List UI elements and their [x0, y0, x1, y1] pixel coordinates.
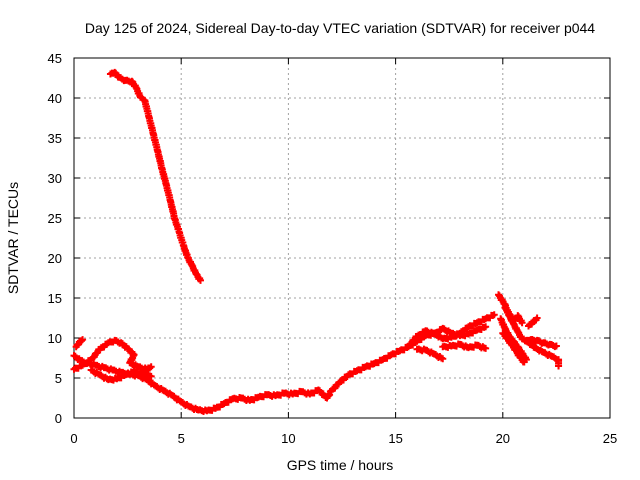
data-point-trail [141, 98, 153, 120]
data-point-trail [500, 330, 510, 342]
x-tick-label: 5 [178, 431, 185, 446]
data-point-trail [550, 353, 561, 364]
data-point-trail [112, 69, 122, 81]
x-tick-label: 15 [388, 431, 402, 446]
data-point [518, 319, 526, 327]
y-tick-label: 0 [55, 411, 62, 426]
data-point [555, 362, 563, 370]
y-axis-label: SDTVAR / TECUs [5, 182, 21, 294]
data-point-trail [144, 364, 154, 372]
data-point-trail [118, 340, 130, 351]
y-tick-label: 15 [48, 291, 62, 306]
data-point [533, 314, 541, 322]
x-tick-label: 20 [496, 431, 510, 446]
x-tick-label: 10 [281, 431, 295, 446]
y-tick-label: 30 [48, 171, 62, 186]
data-series [70, 68, 563, 416]
series-pass-g [413, 345, 447, 363]
x-axis-label: GPS time / hours [287, 457, 394, 473]
x-tick-label: 25 [603, 431, 617, 446]
y-tick-label: 20 [48, 251, 62, 266]
data-point [490, 311, 498, 319]
series-pass-k [499, 329, 528, 366]
x-tick-label: 0 [70, 431, 77, 446]
data-point [552, 342, 560, 350]
data-point [196, 276, 204, 284]
y-tick-label: 35 [48, 131, 62, 146]
data-point-trail [329, 380, 343, 393]
data-point-trail [106, 338, 117, 346]
data-point [79, 336, 87, 344]
data-point-trail [517, 354, 527, 366]
data-point [520, 358, 528, 366]
data-point-trail [145, 115, 157, 137]
series-pass-b [70, 336, 155, 373]
y-tick-label: 40 [48, 91, 62, 106]
data-point-trail [163, 182, 174, 204]
data-point-trail [170, 392, 184, 405]
data-point-trail [97, 340, 111, 352]
plot-frame [73, 57, 611, 419]
data-point-trail [73, 340, 83, 349]
series-pass-f [404, 323, 490, 350]
data-point-trail [138, 94, 147, 104]
data-point [482, 323, 490, 331]
series-pass-d [72, 336, 87, 351]
data-point-trail [144, 376, 158, 389]
data-point-trail [117, 74, 128, 85]
series-pass-n [522, 336, 563, 370]
y-tick-label: 25 [48, 211, 62, 226]
data-point-trail [337, 373, 351, 385]
series-pass-l [501, 304, 526, 327]
data-point-trail [530, 316, 540, 325]
data-point-trail [76, 337, 86, 345]
data-point-trail [520, 335, 529, 345]
series-pass-e [106, 68, 204, 284]
series-pass-c [87, 366, 155, 384]
data-point [147, 363, 155, 371]
y-tick-label: 10 [48, 331, 62, 346]
data-point-trail [508, 341, 519, 354]
data-point-trail [511, 314, 521, 323]
data-point-trail [526, 320, 536, 329]
y-tick-label: 45 [48, 51, 62, 66]
grid [74, 58, 610, 418]
chart-title: Day 125 of 2024, Sidereal Day-to-day VTE… [85, 20, 595, 36]
data-point [147, 372, 155, 380]
data-point [439, 355, 447, 363]
y-tick-label: 5 [55, 371, 62, 386]
data-point-trail [511, 338, 521, 350]
data-point-trail [150, 131, 161, 153]
data-point [482, 344, 490, 352]
series-pass-h [439, 340, 490, 352]
series-pass-m [525, 314, 541, 330]
axis-ticks: 0 5 10 15 20 25 0 5 10 15 20 25 30 35 40 45 [48, 51, 618, 446]
